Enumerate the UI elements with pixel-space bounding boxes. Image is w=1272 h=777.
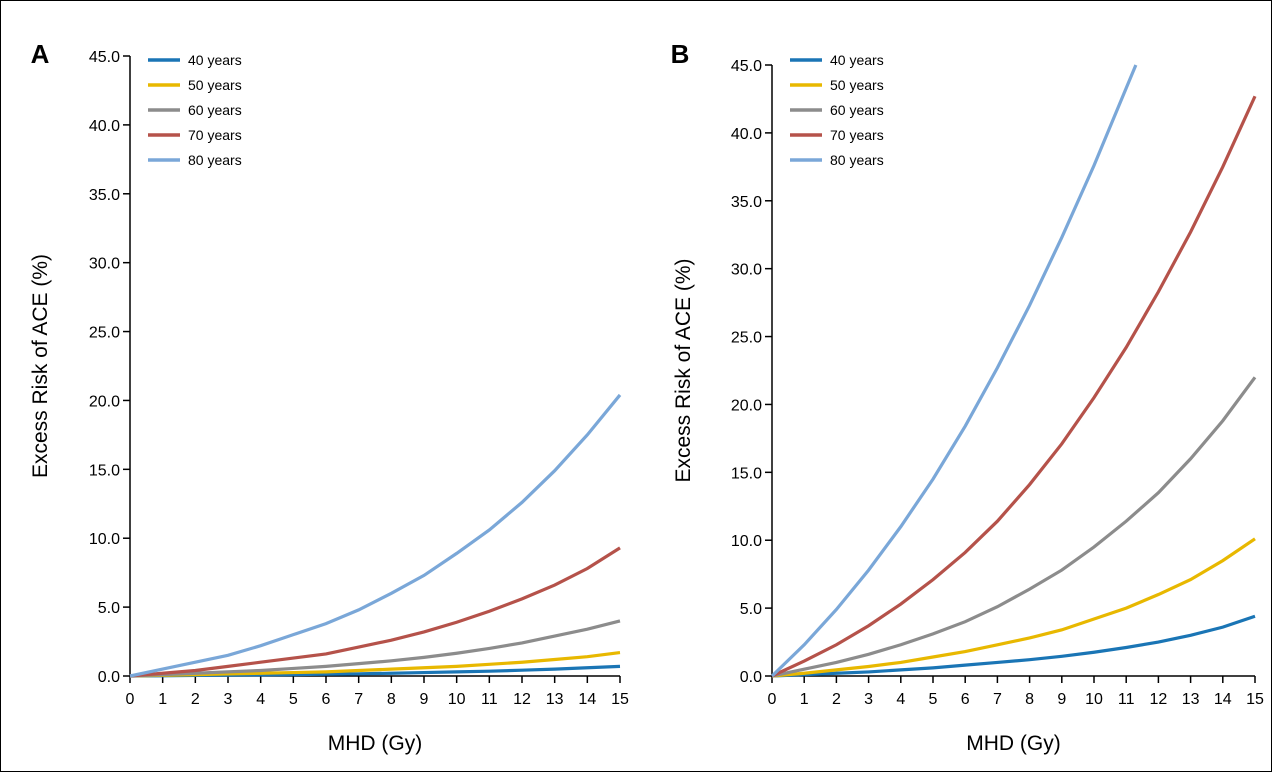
panel-label: B [671, 39, 690, 69]
y-tick-label: 5.0 [740, 601, 762, 618]
legend-label: 80 years [188, 152, 242, 168]
x-tick-label: 13 [546, 691, 564, 708]
x-tick-label: 4 [896, 691, 905, 708]
y-tick-label: 35.0 [89, 187, 120, 204]
legend-label: 40 years [188, 52, 242, 68]
y-tick-label: 45.0 [731, 58, 762, 75]
series-line [771, 95, 1257, 678]
x-tick-label: 0 [126, 691, 135, 708]
legend-label: 70 years [830, 127, 884, 143]
x-tick-label: 13 [1182, 691, 1200, 708]
legend-label: 80 years [830, 152, 884, 168]
x-tick-label: 11 [481, 691, 498, 708]
x-tick-label: 8 [387, 691, 396, 708]
x-tick-label: 6 [961, 691, 970, 708]
series-line [771, 376, 1257, 678]
x-axis-title: MHD (Gy) [966, 732, 1060, 755]
panel-label: A [31, 39, 50, 69]
x-tick-label: 8 [1025, 691, 1034, 708]
y-tick-label: 35.0 [731, 194, 762, 211]
y-tick-label: 0.0 [740, 669, 762, 686]
series-line [129, 546, 621, 678]
y-tick-label: 20.0 [89, 393, 120, 410]
x-tick-label: 9 [1057, 691, 1066, 708]
y-tick-label: 0.0 [98, 669, 120, 686]
y-tick-label: 25.0 [731, 330, 762, 347]
legend-label: 50 years [188, 77, 242, 93]
x-tick-label: 5 [929, 691, 938, 708]
x-tick-label: 14 [1214, 691, 1232, 708]
x-tick-label: 12 [513, 691, 531, 708]
x-tick-label: 7 [993, 691, 1002, 708]
series-line [771, 537, 1256, 678]
y-tick-label: 15.0 [89, 462, 120, 479]
x-tick-label: 15 [1246, 691, 1264, 708]
y-tick-label: 15.0 [731, 465, 762, 482]
series-line [770, 64, 1138, 678]
x-tick-label: 6 [322, 691, 331, 708]
y-tick-label: 40.0 [731, 126, 762, 143]
y-tick-label: 5.0 [98, 600, 120, 617]
x-tick-label: 2 [832, 691, 841, 708]
y-tick-label: 25.0 [89, 325, 120, 342]
series-line [771, 614, 1256, 678]
x-tick-label: 10 [1085, 691, 1103, 708]
series-line [129, 619, 621, 678]
y-tick-label: 20.0 [731, 397, 762, 414]
x-tick-label: 2 [191, 691, 200, 708]
y-axis-title: Excess Risk of ACE (%) [29, 254, 52, 478]
y-axis-title: Excess Risk of ACE (%) [672, 258, 695, 482]
x-tick-label: 1 [800, 691, 809, 708]
y-tick-label: 30.0 [89, 256, 120, 273]
x-tick-label: 15 [611, 691, 629, 708]
x-tick-label: 1 [158, 691, 167, 708]
y-tick-label: 45.0 [89, 49, 120, 66]
y-tick-label: 10.0 [731, 533, 762, 550]
x-tick-label: 11 [1118, 691, 1135, 708]
y-tick-label: 30.0 [731, 262, 762, 279]
x-tick-label: 0 [768, 691, 777, 708]
legend-label: 70 years [188, 127, 242, 143]
y-tick-label: 10.0 [89, 531, 120, 548]
series-line [129, 393, 622, 678]
legend-label: 60 years [830, 102, 884, 118]
legend-label: 60 years [188, 102, 242, 118]
x-tick-label: 3 [864, 691, 873, 708]
x-tick-label: 4 [256, 691, 265, 708]
x-axis-title: MHD (Gy) [328, 732, 422, 755]
x-tick-label: 12 [1150, 691, 1168, 708]
x-tick-label: 10 [448, 691, 466, 708]
x-tick-label: 14 [578, 691, 596, 708]
y-tick-label: 40.0 [89, 118, 120, 135]
legend-label: 50 years [830, 77, 884, 93]
x-tick-label: 3 [224, 691, 233, 708]
legend-label: 40 years [830, 52, 884, 68]
series-line [129, 650, 621, 678]
x-tick-label: 5 [289, 691, 298, 708]
x-tick-label: 7 [354, 691, 363, 708]
x-tick-label: 9 [420, 691, 429, 708]
